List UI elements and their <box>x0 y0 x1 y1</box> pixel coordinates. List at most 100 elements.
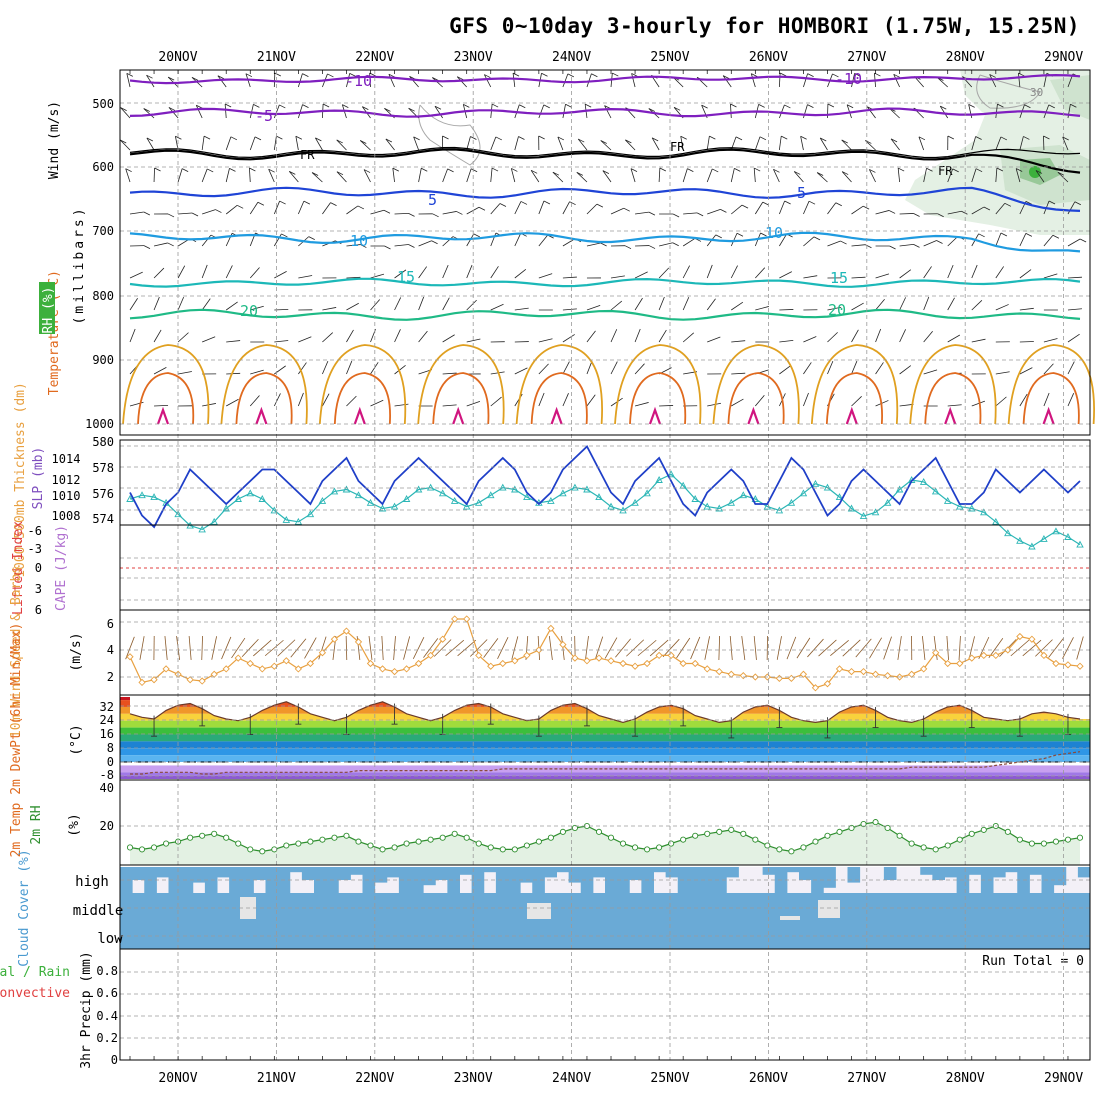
wind-barb <box>995 232 1002 247</box>
thickness-marker <box>895 485 904 493</box>
wind10m-marker <box>571 654 579 662</box>
wind-barb-flag <box>143 108 150 112</box>
wind-barb-flag <box>274 72 281 77</box>
cloud-high-bar <box>168 867 182 893</box>
thickness-marker <box>402 495 411 502</box>
cloud-high-bar <box>920 867 933 875</box>
wind-barb <box>682 168 688 183</box>
wind-barb-flag <box>557 136 565 141</box>
wind-barb <box>119 139 131 151</box>
rh2m-marker <box>559 828 566 835</box>
wind10m-barb <box>381 635 384 661</box>
wind10m-barb <box>304 637 317 659</box>
wind10m-barb <box>753 636 757 660</box>
wind-barb <box>298 336 312 343</box>
cloud-high-bar <box>374 867 388 883</box>
temp-color-band <box>120 727 1090 735</box>
isotherm-label: -5 <box>255 107 273 125</box>
wind10m-barb <box>883 636 892 660</box>
wind-barb <box>442 211 457 215</box>
wind-barb <box>225 168 230 183</box>
top-date-axis: 20NOV 21NOV 22NOV 23NOV 24NOV 25NOV 26NO… <box>158 50 1083 65</box>
thickness-marker <box>667 470 675 478</box>
wind10m-barb <box>511 636 519 660</box>
wind-barb <box>297 104 303 119</box>
date-tick-label: 27NOV <box>847 50 886 65</box>
wind-barb-flag <box>249 167 256 172</box>
warm-isotherm-contour <box>1007 344 1095 425</box>
wind-barb <box>851 73 855 88</box>
wind-barb <box>143 108 155 119</box>
wind-barb <box>418 240 432 247</box>
wind-barb <box>1019 393 1028 407</box>
cloud-high-bar <box>386 867 400 878</box>
wind-barb-flag <box>936 240 943 244</box>
precip-tick: 0 <box>111 1053 118 1067</box>
wind-barb-flag <box>918 136 926 141</box>
wind-barb-flag <box>224 103 232 108</box>
wind-barb <box>392 168 395 183</box>
wind-barb-flag <box>701 104 708 109</box>
rh2m-marker <box>716 828 723 835</box>
date-tick-label: 24NOV <box>552 1071 591 1086</box>
wind10m-marker <box>487 662 495 670</box>
wind-barb <box>538 234 548 247</box>
wind10m-marker <box>547 624 555 633</box>
wind-barb <box>562 393 569 407</box>
wind-barb-flag <box>349 73 356 77</box>
li-tick: 6 <box>35 603 42 617</box>
wind-barb <box>483 74 492 88</box>
pressure-tick: 1000 <box>85 417 114 431</box>
wind-barb-flag <box>383 209 391 214</box>
wind-barb <box>514 136 519 151</box>
wind-barb <box>755 267 766 279</box>
wind-barb <box>899 297 907 311</box>
wind-barb-flag <box>191 212 199 217</box>
wind-barb <box>442 404 457 407</box>
isotherm-20 <box>129 308 1081 321</box>
wind-barb <box>538 104 545 119</box>
wind-barb-flag <box>308 236 315 240</box>
rh2m-marker <box>211 830 218 837</box>
rh2m-marker <box>968 830 975 837</box>
wind-barb <box>753 168 756 183</box>
wind-barb <box>153 329 162 343</box>
rh2m-marker <box>704 830 711 837</box>
date-tick-label: 26NOV <box>749 50 788 65</box>
wind-barb <box>297 200 305 215</box>
rh2m-panel: 40 20 2m RH (%) <box>29 781 1084 865</box>
thickness-marker <box>799 489 808 497</box>
wind-barb-flag <box>279 104 286 109</box>
wind10m-marker <box>859 667 868 676</box>
wind10m-barb <box>729 636 733 660</box>
warm-isotherm-contour <box>515 344 603 425</box>
rh-contour <box>418 104 481 166</box>
thickness-marker <box>727 498 736 506</box>
wind-barb-flag <box>1043 135 1050 140</box>
panel-frame <box>119 69 1091 436</box>
wind-barb <box>947 297 955 311</box>
wind-barb-flag <box>760 232 767 237</box>
upper-panel-bg <box>120 70 1090 435</box>
wind-barb-flag <box>672 242 679 247</box>
wind-barb <box>890 138 900 151</box>
precip-panel: Run Total = 0 0.8 0.6 0.4 0.2 0 Total / … <box>0 951 1084 1068</box>
wind-barb <box>1019 341 1034 343</box>
thickness-marker <box>511 485 519 493</box>
cloud-high-bar <box>253 867 266 880</box>
wind10m-barb <box>855 638 872 658</box>
rh2m-marker <box>884 824 891 832</box>
temp-color-band <box>120 734 1090 742</box>
warm-isotherm-contour <box>712 344 800 425</box>
wind-barb <box>800 136 804 151</box>
wind-barb <box>875 362 884 375</box>
wind-axis-label: Wind (m/s) <box>47 101 62 179</box>
li-tick: -3 <box>28 542 42 556</box>
wind10m-barb <box>662 638 680 658</box>
rh2m-marker <box>668 840 675 847</box>
rh2m-marker <box>223 834 230 841</box>
wind10m-marker <box>920 665 928 673</box>
wind-barb <box>363 169 371 183</box>
wind-barb <box>322 202 331 215</box>
date-tick-label: 22NOV <box>355 50 394 65</box>
